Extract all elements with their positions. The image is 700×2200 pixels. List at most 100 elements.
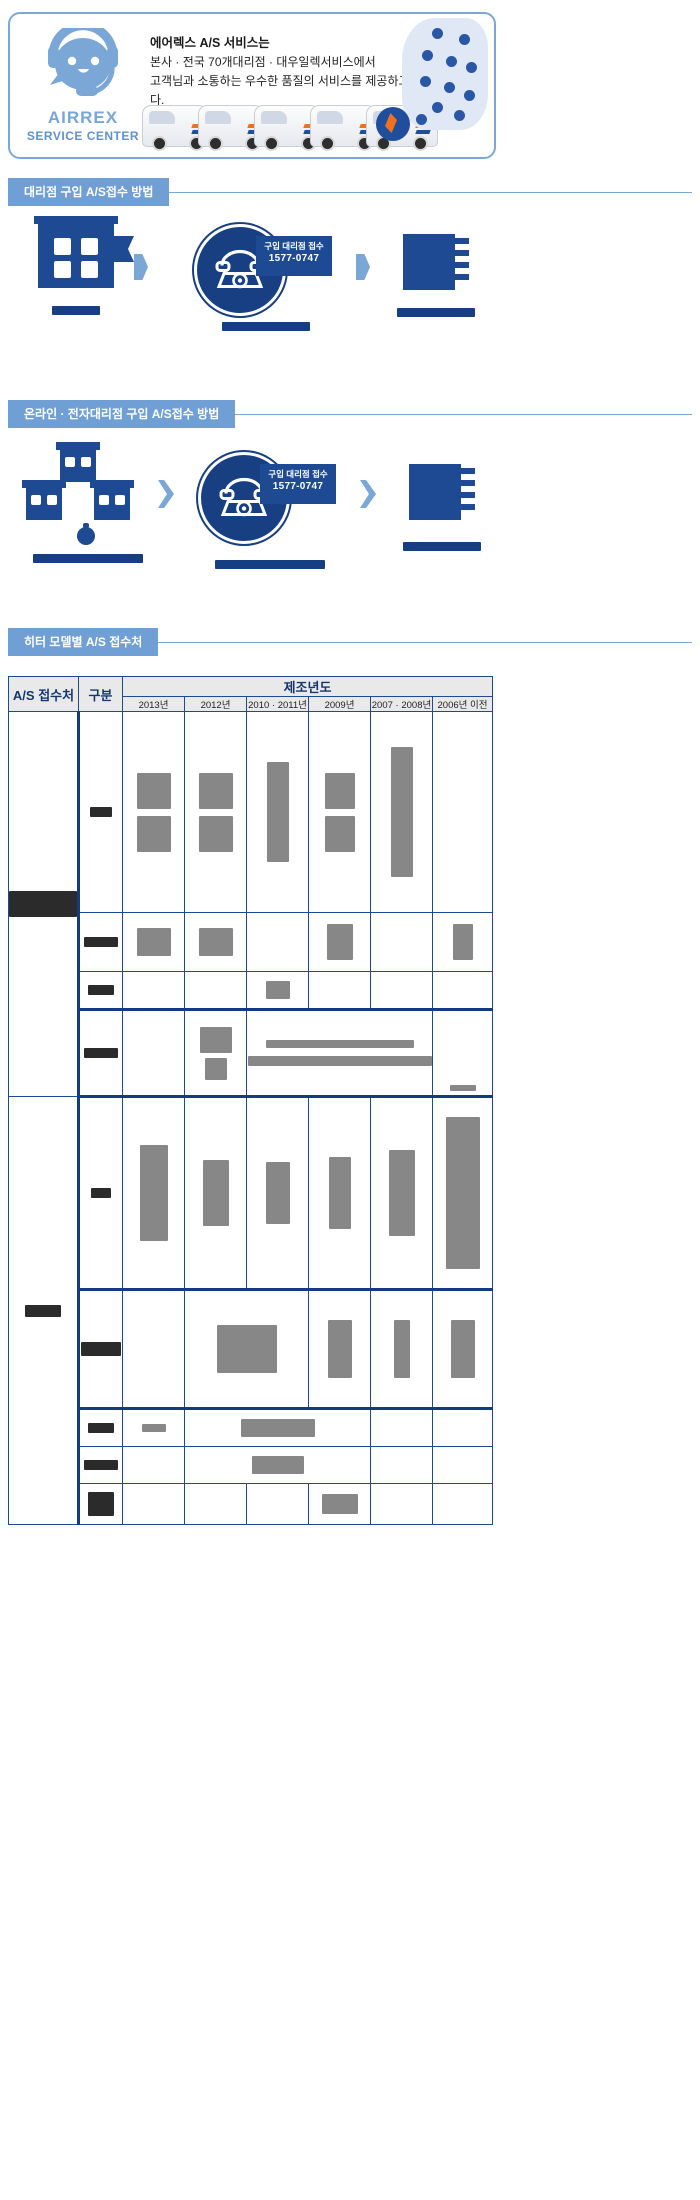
model-cell bbox=[432, 711, 493, 913]
model-cell bbox=[308, 711, 371, 913]
step-caption-redacted bbox=[33, 554, 143, 563]
flow-online: 구입 대리점 접수 1577-0747 bbox=[8, 442, 492, 588]
flow-dealer: 구입 대리점 접수 1577-0747 bbox=[8, 216, 492, 342]
table-header: A/S 접수처 구분 제조년도 2013년 2012년 2010 · 2011년… bbox=[8, 676, 493, 712]
section-title-dealer: 대리점 구입 A/S접수 방법 bbox=[8, 178, 170, 206]
model-cell bbox=[432, 1483, 493, 1525]
hero-line-3: 고객님과 소통하는 우수한 품질의 서비스를 제공하고 있습니다. bbox=[150, 73, 447, 107]
model-cell bbox=[122, 971, 185, 1010]
table-row bbox=[8, 1096, 493, 1525]
brand-logo: AIRREX SERVICE CENTER bbox=[24, 21, 142, 152]
flow-step-online-3 bbox=[392, 448, 492, 551]
headset-smiley-icon bbox=[40, 21, 126, 108]
flow-step-online-1 bbox=[18, 442, 158, 563]
flow-step-dealer-3 bbox=[386, 222, 486, 317]
model-service-table: A/S 접수처 구분 제조년도 2013년 2012년 2010 · 2011년… bbox=[8, 676, 493, 1525]
model-cell bbox=[432, 1008, 493, 1098]
category-cell-redacted bbox=[77, 971, 123, 1010]
korea-map-icon bbox=[402, 18, 488, 130]
model-cell-wide bbox=[246, 1008, 433, 1098]
table-row bbox=[9, 912, 493, 972]
category-cell-redacted bbox=[77, 1446, 123, 1484]
model-cell-wide bbox=[184, 1407, 371, 1447]
model-cell bbox=[122, 1446, 185, 1484]
model-cell bbox=[370, 1446, 433, 1484]
section-header-online: 온라인 · 전자대리점 구입 A/S접수 방법 bbox=[8, 400, 692, 428]
category-cell-redacted bbox=[77, 1008, 123, 1098]
flow-step-online-2: 구입 대리점 접수 1577-0747 bbox=[190, 448, 350, 569]
model-cell-wide bbox=[184, 1446, 371, 1484]
step-caption-redacted bbox=[403, 542, 481, 551]
dealer-shop-icon bbox=[34, 216, 134, 288]
model-cell bbox=[308, 912, 371, 972]
category-cell-redacted bbox=[77, 1096, 123, 1290]
model-cell bbox=[370, 1407, 433, 1447]
table-row bbox=[9, 1446, 493, 1484]
section-header-dealer: 대리점 구입 A/S접수 방법 bbox=[8, 178, 692, 206]
col-header-year-group: 제조년도 bbox=[122, 676, 493, 697]
category-cell-redacted bbox=[77, 912, 123, 972]
col-header-year-2007-2008: 2007 · 2008년 bbox=[370, 696, 433, 712]
callout-line-1: 구입 대리점 접수 bbox=[264, 241, 324, 251]
model-cell bbox=[122, 1096, 185, 1290]
brand-subtitle: SERVICE CENTER bbox=[26, 129, 140, 143]
model-cell bbox=[122, 711, 185, 913]
model-cell bbox=[370, 1288, 433, 1409]
model-cell bbox=[246, 711, 309, 913]
chevron-right-icon bbox=[134, 254, 148, 280]
table-row bbox=[9, 1483, 493, 1525]
model-cell bbox=[432, 1096, 493, 1290]
section-title-online: 온라인 · 전자대리점 구입 A/S접수 방법 bbox=[8, 400, 236, 428]
model-cell bbox=[370, 1483, 433, 1525]
receipt-cell-redacted bbox=[8, 1096, 79, 1525]
chevron-right-icon bbox=[158, 480, 174, 508]
heater-unit-icon bbox=[403, 226, 469, 298]
category-cell-redacted bbox=[77, 1483, 123, 1525]
step-caption-redacted bbox=[52, 306, 100, 315]
table-row bbox=[9, 1407, 493, 1447]
model-cell bbox=[184, 711, 247, 913]
category-cell-redacted bbox=[77, 711, 123, 913]
airrex-mark-icon bbox=[376, 107, 410, 141]
callout-line-2: 1577-0747 bbox=[272, 480, 324, 492]
model-cell bbox=[184, 1096, 247, 1290]
model-cell bbox=[308, 1288, 371, 1409]
category-cell-redacted bbox=[77, 1288, 123, 1409]
model-cell bbox=[246, 1096, 309, 1290]
model-cell bbox=[122, 912, 185, 972]
col-header-year-2009: 2009년 bbox=[308, 696, 371, 712]
step-caption-redacted bbox=[222, 322, 310, 331]
table-row bbox=[9, 1008, 493, 1098]
flow-step-dealer-1 bbox=[26, 216, 134, 315]
step-caption-redacted bbox=[215, 560, 325, 569]
model-cell bbox=[432, 1446, 493, 1484]
model-cell bbox=[184, 912, 247, 972]
brand-name: AIRREX bbox=[47, 108, 119, 127]
model-cell bbox=[308, 971, 371, 1010]
chevron-right-icon bbox=[356, 254, 370, 280]
model-cell-wide bbox=[184, 1288, 309, 1409]
model-cell bbox=[122, 1288, 185, 1409]
table-row bbox=[9, 971, 493, 1010]
model-cell bbox=[308, 1096, 371, 1290]
hero-line-2: 본사 · 전국 70개대리점 · 대우일렉서비스에서 bbox=[150, 55, 376, 70]
model-cell bbox=[246, 912, 309, 972]
heater-unit-icon bbox=[409, 456, 475, 528]
phone-callout: 구입 대리점 접수 1577-0747 bbox=[256, 236, 332, 276]
model-cell bbox=[370, 711, 433, 913]
model-cell bbox=[432, 971, 493, 1010]
col-header-category: 구분 bbox=[78, 676, 123, 712]
callout-line-2: 1577-0747 bbox=[268, 252, 320, 264]
hero-card: AIRREX SERVICE CENTER 에어렉스 A/S 서비스는 본사 ·… bbox=[8, 12, 496, 159]
step-caption-redacted bbox=[397, 308, 475, 317]
callout-line-1: 구입 대리점 접수 bbox=[268, 469, 328, 479]
model-cell bbox=[432, 1407, 493, 1447]
model-cell bbox=[246, 971, 309, 1010]
model-cell bbox=[122, 1483, 185, 1525]
model-cell bbox=[432, 1288, 493, 1409]
model-cell bbox=[184, 1483, 247, 1525]
chevron-right-icon bbox=[360, 480, 376, 508]
model-cell bbox=[246, 1483, 309, 1525]
model-cell bbox=[184, 971, 247, 1010]
